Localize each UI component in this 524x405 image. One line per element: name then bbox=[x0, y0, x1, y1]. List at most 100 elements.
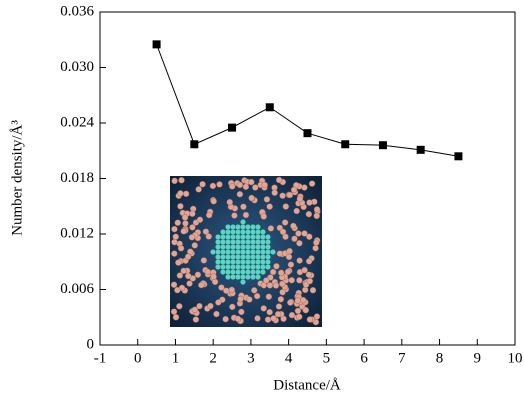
atom bbox=[245, 244, 251, 250]
atom bbox=[225, 254, 231, 260]
atom bbox=[177, 245, 185, 252]
atom bbox=[245, 229, 251, 235]
atom bbox=[230, 254, 236, 260]
atom bbox=[174, 219, 181, 226]
atom bbox=[225, 249, 231, 255]
atom bbox=[240, 219, 246, 225]
atom bbox=[248, 194, 255, 202]
atom bbox=[277, 296, 285, 303]
atom bbox=[285, 253, 293, 261]
atom bbox=[215, 259, 221, 265]
atom bbox=[294, 297, 301, 304]
atom bbox=[180, 267, 187, 275]
atom bbox=[279, 280, 286, 288]
atom bbox=[240, 224, 246, 230]
atom bbox=[229, 303, 236, 311]
data-point bbox=[228, 123, 237, 132]
data-point bbox=[190, 140, 199, 149]
atom bbox=[287, 299, 294, 306]
atom bbox=[186, 280, 193, 287]
atom bbox=[210, 273, 217, 280]
atom bbox=[204, 268, 212, 276]
atom bbox=[266, 203, 273, 210]
atom bbox=[305, 258, 313, 265]
atom bbox=[274, 310, 282, 318]
atom bbox=[313, 212, 320, 220]
atom bbox=[288, 277, 295, 284]
atom bbox=[265, 244, 271, 250]
x-tick-label: 6 bbox=[360, 350, 368, 366]
atom bbox=[245, 264, 251, 270]
atom bbox=[242, 211, 250, 219]
atom bbox=[260, 244, 266, 250]
atom bbox=[245, 269, 251, 275]
atom bbox=[236, 191, 244, 198]
atom bbox=[225, 234, 231, 240]
atom bbox=[215, 244, 221, 250]
atom bbox=[231, 212, 238, 219]
atom bbox=[255, 244, 261, 250]
data-point bbox=[378, 141, 387, 150]
atom bbox=[209, 182, 217, 190]
atom bbox=[250, 229, 256, 235]
atom bbox=[171, 177, 178, 185]
atom bbox=[245, 224, 251, 230]
atom bbox=[290, 186, 298, 194]
y-axis-label: Number density/Å³ bbox=[9, 120, 25, 236]
atom bbox=[282, 233, 289, 240]
atom bbox=[235, 259, 241, 265]
atom bbox=[235, 264, 241, 270]
atom bbox=[230, 259, 236, 265]
atom bbox=[302, 306, 310, 314]
atom bbox=[301, 230, 308, 237]
atom bbox=[176, 272, 184, 279]
atom bbox=[260, 239, 266, 245]
atom bbox=[312, 244, 319, 252]
atom bbox=[250, 254, 256, 260]
atom bbox=[220, 259, 226, 265]
atom bbox=[218, 284, 225, 291]
atom bbox=[300, 296, 307, 304]
atom bbox=[220, 264, 226, 270]
atom bbox=[279, 289, 286, 296]
atom bbox=[235, 244, 241, 250]
atom bbox=[194, 271, 202, 278]
atom bbox=[170, 308, 178, 315]
atom bbox=[253, 292, 261, 300]
atom bbox=[306, 199, 313, 206]
atom bbox=[275, 176, 283, 184]
inset-image bbox=[170, 176, 322, 327]
atom bbox=[301, 184, 308, 191]
atom bbox=[176, 303, 183, 310]
atom bbox=[215, 264, 221, 270]
atom bbox=[191, 242, 198, 249]
atom bbox=[170, 281, 178, 288]
atom bbox=[248, 178, 255, 186]
atom bbox=[305, 271, 313, 278]
atom bbox=[216, 181, 223, 188]
atom bbox=[185, 272, 192, 280]
atom bbox=[255, 269, 261, 275]
atom bbox=[228, 286, 235, 294]
atom bbox=[237, 295, 244, 303]
atom bbox=[238, 308, 245, 316]
x-tick-label: 1 bbox=[172, 350, 180, 366]
data-point bbox=[341, 140, 350, 149]
data-point bbox=[152, 40, 161, 49]
atom bbox=[181, 214, 189, 221]
atom bbox=[245, 254, 251, 260]
atom bbox=[207, 302, 214, 310]
y-tick-label: 0.036 bbox=[60, 3, 94, 19]
atom bbox=[180, 228, 187, 235]
atom bbox=[240, 229, 246, 235]
atom bbox=[240, 264, 246, 270]
atom bbox=[250, 269, 256, 275]
atom bbox=[202, 228, 210, 235]
atom bbox=[225, 224, 231, 230]
atom bbox=[236, 181, 244, 189]
atom bbox=[277, 269, 285, 277]
atom bbox=[294, 307, 302, 315]
atom bbox=[255, 224, 261, 230]
atom bbox=[182, 190, 190, 198]
